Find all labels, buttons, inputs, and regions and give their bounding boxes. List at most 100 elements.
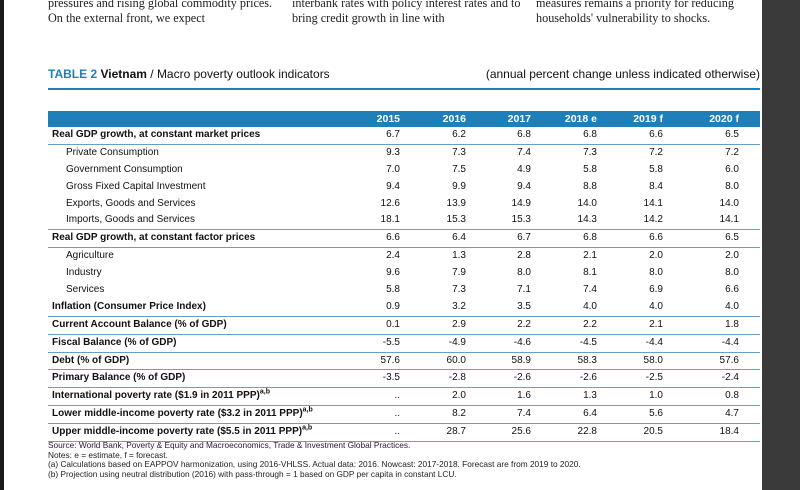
- row-label: Lower middle-income poverty rate ($3.2 i…: [52, 406, 313, 420]
- table-cell: ..: [394, 426, 400, 438]
- table-unit-note: (annual percent change unless indicated …: [485, 67, 760, 81]
- table-row: Inflation (Consumer Price Index) 0.9 3.2 3.…: [48, 299, 760, 317]
- row-label-text: Debt (% of GDP): [52, 354, 130, 366]
- row-label: Primary Balance (% of GDP): [52, 372, 185, 383]
- table-cell: 14.9: [511, 197, 531, 209]
- table-row: Government Consumption 7.0 7.5 4.9 5.8 5.8 6.0: [48, 162, 760, 179]
- table-row: Services 5.8 7.3 7.1 7.4 6.9 6.6: [48, 282, 760, 299]
- table-cell: 9.3: [386, 146, 400, 158]
- row-label-text: Imports, Goods and Services: [66, 214, 195, 226]
- table-cell: 8.0: [725, 267, 739, 279]
- year-header-row: 2015 2016 2017 2018 e 2019 f 2020 f: [48, 111, 760, 127]
- table-cell: 25.6: [511, 426, 531, 438]
- footnote-marker: a,b: [302, 424, 313, 432]
- table-cell: 1.0: [649, 390, 663, 402]
- table-cell: 6.6: [725, 284, 739, 296]
- table-row: Primary Balance (% of GDP) -3.5 -2.8 -2.6 -2…: [48, 370, 760, 389]
- row-label: Upper middle-income poverty rate ($5.5 i…: [52, 424, 313, 437]
- table-cell: 6.8: [583, 232, 597, 244]
- table-row: Upper middle-income poverty rate ($5.5 i…: [48, 424, 760, 443]
- table-cell: 57.6: [380, 354, 400, 366]
- year-header: 2016: [442, 113, 466, 125]
- table-cell: 1.6: [517, 390, 531, 402]
- left-edge-bar: [0, 0, 4, 490]
- table-cell: 6.6: [386, 232, 400, 244]
- table-cell: 8.0: [517, 267, 531, 279]
- table-cell: 2.1: [649, 318, 663, 330]
- table-cell: 9.4: [386, 180, 400, 192]
- table-cell: 8.0: [725, 180, 739, 192]
- table-cell: 7.4: [583, 284, 597, 296]
- table-cell: 2.1: [583, 250, 597, 262]
- table-cell: -4.4: [645, 336, 663, 348]
- table-cell: 15.3: [446, 214, 466, 226]
- table-cell: 2.0: [452, 390, 466, 402]
- body-text-column-3: measures remains a priority for reducing…: [536, 0, 734, 25]
- table-cell: 2.0: [725, 250, 739, 262]
- footnote-marker: a,b: [302, 406, 313, 414]
- table-row: Imports, Goods and Services 18.1 15.3 15.3 1…: [48, 212, 760, 231]
- table-cell: 7.2: [649, 146, 663, 158]
- table-label: TABLE 2: [48, 67, 98, 81]
- table-title: TABLE 2 Vietnam / Macro poverty outlook …: [48, 67, 330, 81]
- table-cell: 28.7: [446, 426, 466, 438]
- year-header: 2017: [507, 113, 531, 125]
- note-line: Notes: e = estimate, f = forecast.: [48, 449, 168, 460]
- row-label-text: Inflation (Consumer Price Index): [52, 300, 206, 312]
- table-cell: 20.5: [643, 426, 663, 438]
- table-cell: ..: [394, 390, 400, 402]
- table-cell: 6.5: [725, 129, 739, 140]
- table-cell: -2.4: [721, 372, 739, 384]
- row-label: International poverty rate ($1.9 in 2011…: [52, 389, 270, 401]
- table-cell: 2.4: [386, 250, 400, 262]
- table-cell: 1.3: [452, 250, 466, 262]
- table-cell: 4.9: [517, 163, 531, 175]
- table-cell: 6.6: [649, 232, 663, 244]
- table-cell: 9.9: [452, 180, 466, 192]
- table-cell: 58.0: [643, 354, 663, 366]
- table-row: Industry 9.6 7.9 8.0 8.1 8.0 8.0: [48, 265, 760, 282]
- table-cell: -2.6: [579, 372, 597, 384]
- row-label-text: Exports, Goods and Services: [66, 197, 196, 209]
- table-cell: -2.6: [513, 372, 531, 384]
- row-label-text: Lower middle-income poverty rate ($3.2 i…: [52, 408, 303, 420]
- table-cell: 7.4: [517, 146, 531, 158]
- row-label: Services: [66, 284, 104, 295]
- note-line: (a) Calculations based on EAPPOV harmoni…: [48, 459, 581, 469]
- table-cell: 18.1: [380, 214, 400, 226]
- table-row: Current Account Balance (% of GDP) 0.1 2.9…: [48, 317, 760, 335]
- row-label: Agriculture: [66, 250, 114, 261]
- table-cell: 22.8: [577, 426, 597, 438]
- table-cell: 8.2: [452, 408, 466, 420]
- table-cell: 14.3: [577, 214, 597, 226]
- table-cell: 5.8: [649, 163, 663, 175]
- table-cell: 7.9: [452, 267, 466, 279]
- row-label-text: Services: [66, 284, 105, 296]
- table-cell: 14.0: [719, 197, 739, 209]
- table-cell: 4.0: [583, 300, 597, 312]
- table-cell: -4.5: [579, 336, 597, 348]
- table-cell: 4.0: [649, 300, 663, 312]
- table-cell: 7.1: [517, 284, 531, 296]
- row-label-text: Gross Fixed Capital Investment: [66, 180, 206, 192]
- body-text-column-2: interbank rates with policy interest rat…: [292, 0, 521, 25]
- row-label: Gross Fixed Capital Investment: [66, 181, 206, 192]
- table-cell: 6.6: [649, 129, 663, 140]
- table-cell: 8.1: [583, 267, 597, 279]
- table-cell: 6.2: [452, 129, 466, 140]
- year-header: 2020 f: [709, 113, 739, 125]
- note-line: Source: World Bank, Poverty & Equity and…: [48, 440, 411, 450]
- row-label: Private Consumption: [66, 147, 159, 158]
- row-label: Industry: [66, 267, 102, 278]
- row-label: Inflation (Consumer Price Index): [52, 301, 206, 312]
- table-cell: 7.0: [386, 163, 400, 175]
- table-cell: 9.6: [386, 267, 400, 279]
- row-label: Current Account Balance (% of GDP): [52, 319, 227, 330]
- table-cell: 2.2: [517, 318, 531, 330]
- table-cell: 15.3: [511, 214, 531, 226]
- table-cell: 4.7: [725, 408, 739, 420]
- row-label: Real GDP growth, at constant factor pric…: [52, 232, 255, 243]
- row-label-text: Real GDP growth, at constant market pric…: [52, 129, 261, 140]
- table-cell: 2.2: [583, 318, 597, 330]
- row-label-text: Primary Balance (% of GDP): [52, 372, 186, 384]
